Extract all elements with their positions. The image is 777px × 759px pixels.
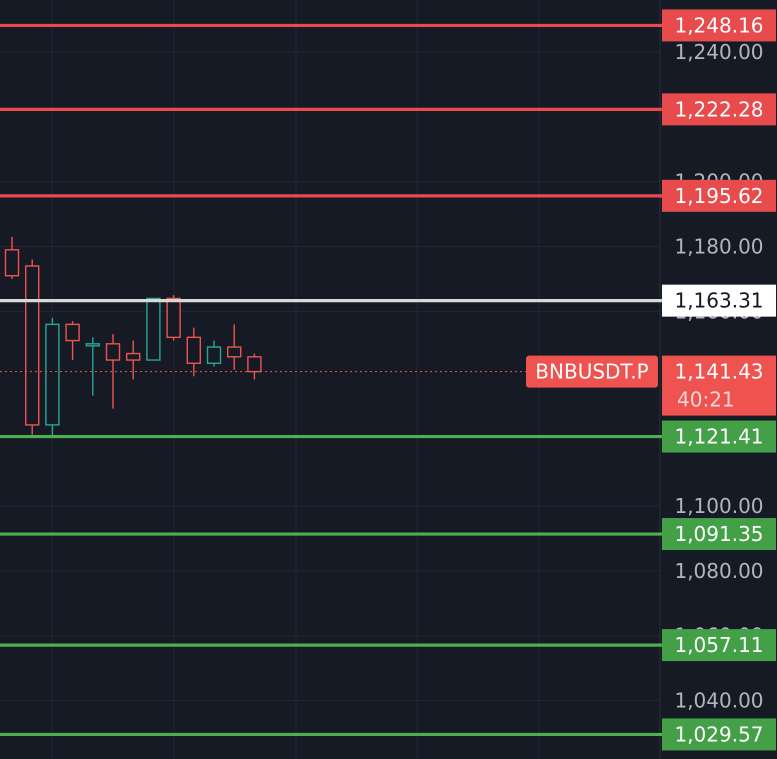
price-axis-tick-label: 1,240.00 <box>674 40 763 64</box>
candle-body <box>146 297 161 361</box>
resistance-level-tag-label: 1,195.62 <box>674 184 763 208</box>
price-axis-tick-label: 1,080.00 <box>674 559 763 583</box>
candle-bullish[interactable] <box>206 340 222 367</box>
symbol-tag-label: BNBUSDT.P <box>535 360 648 384</box>
price-axis-tick-label: 1,100.00 <box>674 494 763 518</box>
candle-body <box>4 249 20 277</box>
candle-body <box>186 336 202 364</box>
price-axis-tick-label: 1,040.00 <box>674 689 763 713</box>
candle-body <box>85 343 101 347</box>
candle-bearish[interactable] <box>65 321 80 361</box>
candle-body <box>45 323 60 426</box>
resistance-level-tag <box>662 9 776 42</box>
symbol-tag[interactable] <box>526 355 658 388</box>
support-level-tag-label: 1,121.41 <box>674 425 763 449</box>
candle-bearish[interactable] <box>186 327 202 377</box>
current-price-tag <box>662 355 776 416</box>
resistance-level-tag <box>662 179 776 212</box>
candle-bearish[interactable] <box>4 236 20 279</box>
support-level-tag <box>662 420 776 453</box>
candle-bearish[interactable] <box>105 334 121 409</box>
candle-bullish[interactable] <box>146 297 161 361</box>
candle-bullish[interactable] <box>45 317 60 438</box>
support-level-tag <box>662 518 776 551</box>
candle-bearish[interactable] <box>125 340 141 380</box>
candle-bearish[interactable] <box>166 295 181 341</box>
candle-body <box>125 352 141 361</box>
reference-level-tag-label: 1,163.31 <box>674 289 763 313</box>
current-price-tag-label: 1,141.43 <box>674 360 763 384</box>
price-axis-tick-label: 1,180.00 <box>674 235 763 259</box>
support-level-tag-label: 1,091.35 <box>674 522 763 546</box>
candle-bearish[interactable] <box>25 259 40 435</box>
resistance-level-tag-label: 1,222.28 <box>674 97 763 121</box>
support-level-tag <box>662 629 776 662</box>
candle-body <box>206 346 222 364</box>
resistance-level-tag-label: 1,248.16 <box>674 13 763 37</box>
resistance-level-tag <box>662 93 776 126</box>
reference-level-tag <box>662 284 776 317</box>
candle-body <box>25 265 40 426</box>
support-level-tag-label: 1,029.57 <box>674 722 763 746</box>
candle-body <box>65 323 80 342</box>
candle-bullish[interactable] <box>85 337 101 396</box>
support-level-tag-label: 1,057.11 <box>674 633 763 657</box>
candle-bearish[interactable] <box>226 324 242 370</box>
candle-body <box>226 346 242 358</box>
candle-body <box>247 356 262 373</box>
candle-body <box>105 343 121 361</box>
candle-body <box>166 297 181 339</box>
support-level-tag <box>662 718 776 751</box>
candle-bearish[interactable] <box>247 353 262 380</box>
candle-countdown-label: 40:21 <box>677 388 735 412</box>
